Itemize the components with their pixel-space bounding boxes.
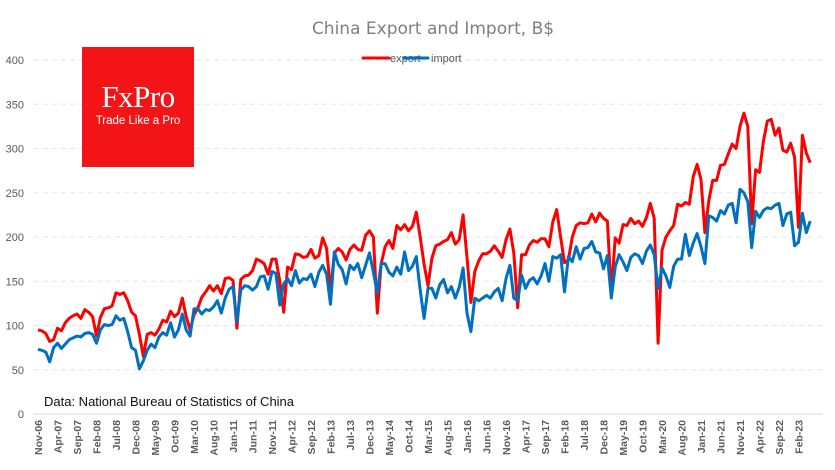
x-tick-label: Aug-10 [209, 420, 221, 456]
y-tick-label: 50 [12, 365, 24, 377]
x-tick-label: Feb-18 [560, 420, 572, 454]
x-tick-label: Apr-17 [521, 420, 533, 453]
x-tick-label: Jun-16 [482, 420, 494, 454]
x-tick-label: Feb-08 [92, 420, 104, 454]
x-axis-ticks: Nov-06 Apr-07 Sep-07 Feb-08 Jul-08 Dec-08 May-… [33, 420, 806, 456]
x-tick-label: Jun-21 [716, 420, 728, 454]
legend: export import [361, 53, 462, 65]
x-tick-label: Sep-17 [540, 420, 552, 455]
x-tick-label: Sep-22 [774, 420, 786, 455]
logo-tagline: Trade Like a Pro [95, 115, 181, 127]
x-tick-label: May-09 [150, 420, 162, 456]
x-tick-label: Apr-12 [287, 420, 299, 453]
x-tick-label: Dec-18 [599, 420, 611, 455]
x-tick-label: Jan-21 [696, 420, 708, 453]
x-tick-label: Feb-23 [794, 420, 806, 454]
logo-brand: FxPro [101, 79, 175, 114]
y-tick-label: 0 [18, 409, 24, 421]
y-tick-label: 250 [6, 188, 24, 200]
legend-label-import: import [431, 53, 462, 65]
x-tick-label: Aug-15 [443, 420, 455, 456]
x-tick-label: Dec-13 [365, 420, 377, 455]
x-tick-label: Jul-08 [111, 420, 123, 451]
x-tick-label: May-14 [384, 420, 396, 456]
x-tick-label: Feb-13 [326, 420, 338, 454]
x-tick-label: Apr-07 [53, 420, 65, 453]
x-tick-label: Mar-20 [657, 420, 669, 454]
x-tick-label: Sep-12 [306, 420, 318, 455]
series-lines [37, 111, 812, 371]
x-tick-label: Jul-13 [345, 420, 357, 451]
y-axis-ticks: 0 50 100 150 200 250 300 350 400 [6, 55, 24, 421]
y-tick-label: 200 [6, 232, 24, 244]
x-tick-label: Jun-11 [248, 420, 260, 453]
x-tick-label: Jan-11 [228, 420, 240, 453]
x-tick-label: Sep-07 [72, 420, 84, 455]
x-tick-label: Dec-08 [131, 420, 143, 455]
x-tick-label: Jul-18 [579, 420, 591, 451]
series-line-export [37, 111, 812, 358]
x-tick-label: Nov-11 [267, 420, 279, 455]
series-line-import [37, 187, 812, 371]
y-tick-label: 150 [6, 276, 24, 288]
chart-title: China Export and Import, B$ [312, 19, 554, 39]
x-tick-label: Aug-20 [677, 420, 689, 456]
data-source-annotation: Data: National Bureau of Statistics of C… [42, 394, 297, 409]
y-tick-label: 100 [6, 321, 24, 333]
x-tick-label: Apr-22 [755, 420, 767, 453]
x-tick-label: Oct-14 [404, 420, 416, 453]
gridlines [34, 59, 822, 415]
x-tick-label: Oct-19 [638, 420, 650, 453]
x-tick-label: Nov-16 [501, 420, 513, 455]
y-tick-label: 300 [6, 144, 24, 156]
x-tick-label: Jan-16 [462, 420, 474, 453]
fxpro-logo: FxPro Trade Like a Pro [82, 47, 194, 167]
x-tick-label: Nov-06 [33, 420, 45, 455]
y-tick-label: 350 [6, 99, 24, 111]
x-tick-label: Nov-21 [735, 420, 747, 455]
x-tick-label: Mar-10 [189, 420, 201, 454]
x-tick-label: Oct-09 [170, 420, 182, 453]
x-tick-label: May-19 [618, 420, 630, 456]
y-tick-label: 400 [6, 55, 24, 67]
x-tick-label: Mar-15 [423, 420, 435, 454]
